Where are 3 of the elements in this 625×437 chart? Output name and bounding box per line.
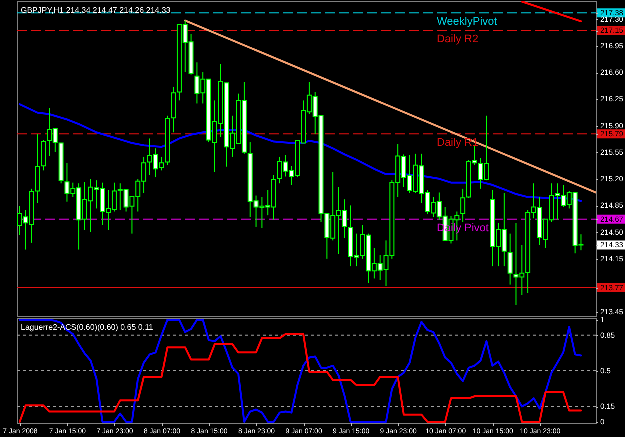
candlestick: [508, 233, 513, 286]
ref-line-label: WeeklyPivot: [437, 16, 498, 28]
ref-line-label: Daily R2: [437, 34, 479, 46]
